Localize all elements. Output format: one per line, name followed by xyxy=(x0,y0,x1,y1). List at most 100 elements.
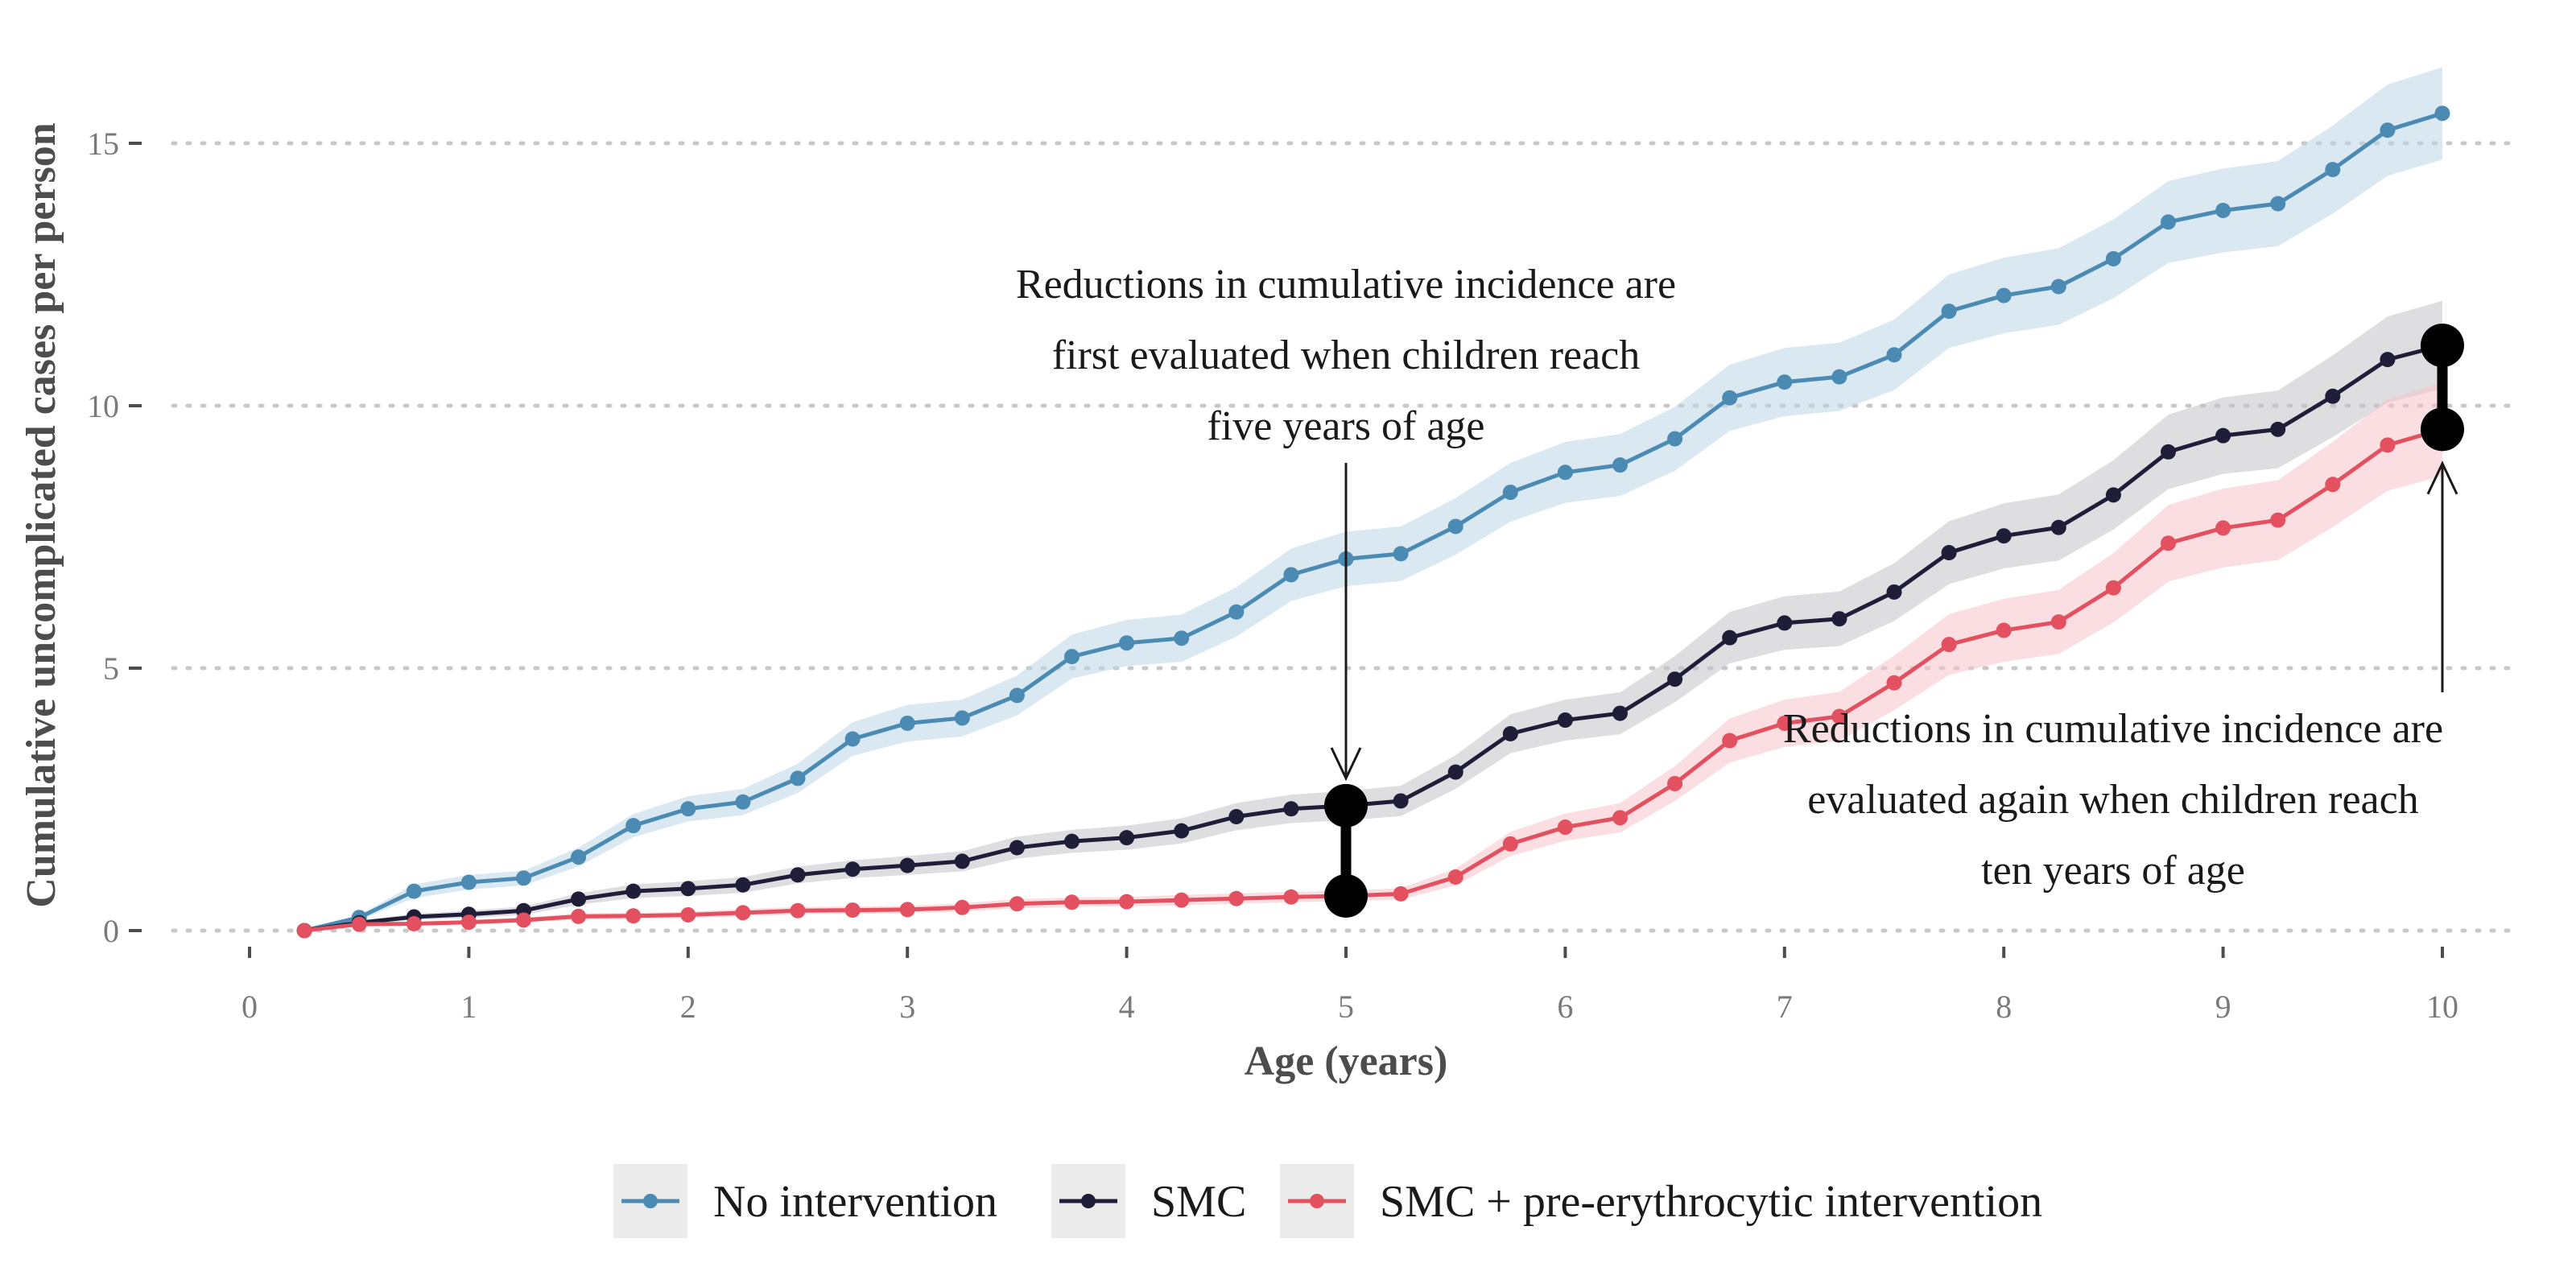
y-tick-label-5: 5 xyxy=(103,650,119,687)
series-lines xyxy=(303,111,2443,933)
point-no-intervention-24 xyxy=(1612,457,1628,473)
point-smc-pre-erythrocytic-intervention-2 xyxy=(406,916,422,932)
legend-label-smc: SMC xyxy=(1151,1177,1246,1227)
point-no-intervention-28 xyxy=(1831,369,1847,385)
point-smc-pre-erythrocytic-intervention-12 xyxy=(954,899,970,915)
point-smc-pre-erythrocytic-intervention-15 xyxy=(1119,894,1135,910)
point-smc-pre-erythrocytic-intervention-28 xyxy=(1831,708,1847,724)
legend-dot-smc xyxy=(1081,1194,1096,1208)
legend-label-smc-pre-erythrocytic: SMC + pre-erythrocytic intervention xyxy=(1380,1177,2042,1227)
x-tick-label-5: 5 xyxy=(1338,989,1354,1025)
point-no-intervention-38 xyxy=(2380,122,2396,138)
highlight-top-dot-1 xyxy=(2421,324,2464,368)
point-smc-12 xyxy=(954,853,970,869)
x-tick-label-9: 9 xyxy=(2215,989,2231,1025)
point-smc-16 xyxy=(1174,823,1190,839)
point-no-intervention-7 xyxy=(680,801,696,817)
point-no-intervention-17 xyxy=(1228,604,1245,620)
x-tick-label-4: 4 xyxy=(1119,989,1135,1025)
point-no-intervention-18 xyxy=(1283,567,1299,583)
point-smc-20 xyxy=(1393,793,1409,809)
point-no-intervention-29 xyxy=(1886,347,1902,363)
point-smc-21 xyxy=(1447,764,1463,780)
point-no-intervention-6 xyxy=(625,818,642,834)
point-smc-36 xyxy=(2270,421,2286,437)
point-smc-38 xyxy=(2380,352,2396,368)
point-smc-11 xyxy=(899,857,915,873)
point-no-intervention-27 xyxy=(1777,374,1793,390)
point-no-intervention-31 xyxy=(1996,287,2012,303)
point-smc-35 xyxy=(2215,427,2231,444)
point-no-intervention-25 xyxy=(1667,431,1683,447)
point-no-intervention-10 xyxy=(844,731,861,747)
point-smc-31 xyxy=(1996,528,2012,544)
point-no-intervention-23 xyxy=(1557,464,1573,481)
point-no-intervention-22 xyxy=(1502,485,1518,501)
point-smc-17 xyxy=(1228,809,1245,825)
x-tick-label-6: 6 xyxy=(1557,989,1573,1025)
point-smc-13 xyxy=(1009,840,1025,856)
point-smc-pre-erythrocytic-intervention-4 xyxy=(516,912,531,928)
annotations: Reductions in cumulative incidence are f… xyxy=(1016,262,2458,894)
y-tick-label-0: 0 xyxy=(103,913,119,949)
annotation-right-line-3: ten years of age xyxy=(1981,848,2245,894)
point-smc-pre-erythrocytic-intervention-5 xyxy=(571,908,587,924)
point-smc-pre-erythrocytic-intervention-0 xyxy=(296,923,312,939)
line-smc xyxy=(303,343,2443,933)
point-smc-pre-erythrocytic-intervention-32 xyxy=(2050,614,2066,630)
highlight-top-dot-0 xyxy=(1324,783,1368,828)
point-smc-27 xyxy=(1777,615,1793,631)
point-smc-pre-erythrocytic-intervention-17 xyxy=(1228,890,1245,906)
legend-label-no-intervention: No intervention xyxy=(713,1177,997,1227)
x-tick-label-2: 2 xyxy=(680,989,696,1025)
x-axis-ticks: 0 1 2 3 4 5 6 7 8 9 10 xyxy=(242,947,2458,1025)
point-no-intervention-15 xyxy=(1119,635,1135,651)
point-smc-29 xyxy=(1886,584,1902,600)
legend-dot-smc-pre-erythrocytic xyxy=(1310,1194,1324,1208)
point-no-intervention-4 xyxy=(516,870,531,886)
point-smc-37 xyxy=(2325,388,2341,404)
point-smc-pre-erythrocytic-intervention-8 xyxy=(735,905,751,921)
annotation-left-arrowhead xyxy=(1330,747,1362,782)
point-no-intervention-36 xyxy=(2270,196,2286,212)
y-axis-ticks: 0 5 10 15 xyxy=(87,126,142,949)
point-smc-pre-erythrocytic-intervention-29 xyxy=(1886,675,1902,691)
point-smc-pre-erythrocytic-intervention-35 xyxy=(2215,520,2231,536)
point-smc-9 xyxy=(790,867,806,883)
point-no-intervention-14 xyxy=(1064,649,1080,665)
point-no-intervention-2 xyxy=(406,883,422,899)
y-tick-label-15: 15 xyxy=(87,126,119,162)
band-smc-pre-erythrocytic-intervention xyxy=(304,382,2442,931)
annotation-left-line-1: Reductions in cumulative incidence are xyxy=(1016,262,1676,308)
annotation-right-arrowhead xyxy=(2426,460,2458,495)
point-smc-18 xyxy=(1283,801,1299,817)
point-no-intervention-12 xyxy=(954,710,970,726)
point-smc-pre-erythrocytic-intervention-18 xyxy=(1283,889,1299,905)
point-no-intervention-26 xyxy=(1722,390,1738,406)
point-smc-pre-erythrocytic-intervention-13 xyxy=(1009,896,1025,912)
point-no-intervention-32 xyxy=(2050,279,2066,295)
point-smc-pre-erythrocytic-intervention-34 xyxy=(2161,535,2176,551)
point-smc-pre-erythrocytic-intervention-23 xyxy=(1557,819,1573,836)
annotation-right-line-1: Reductions in cumulative incidence are xyxy=(1783,706,2443,752)
x-tick-label-0: 0 xyxy=(242,989,258,1025)
point-smc-pre-erythrocytic-intervention-1 xyxy=(351,916,367,932)
point-smc-pre-erythrocytic-intervention-14 xyxy=(1064,894,1080,910)
point-smc-pre-erythrocytic-intervention-36 xyxy=(2270,512,2286,528)
point-no-intervention-20 xyxy=(1393,546,1409,562)
point-smc-pre-erythrocytic-intervention-7 xyxy=(680,906,696,923)
point-smc-pre-erythrocytic-intervention-25 xyxy=(1667,775,1683,791)
point-smc-15 xyxy=(1119,830,1135,846)
point-smc-14 xyxy=(1064,833,1080,849)
point-no-intervention-39 xyxy=(2434,105,2450,122)
line-smc-pre-erythrocytic-intervention xyxy=(303,427,2443,933)
point-smc-23 xyxy=(1557,712,1573,729)
point-smc-pre-erythrocytic-intervention-22 xyxy=(1502,836,1518,852)
point-smc-pre-erythrocytic-intervention-10 xyxy=(844,902,861,919)
point-smc-pre-erythrocytic-intervention-20 xyxy=(1393,886,1409,902)
point-smc-pre-erythrocytic-intervention-21 xyxy=(1447,869,1463,885)
point-no-intervention-33 xyxy=(2105,250,2121,266)
point-smc-pre-erythrocytic-intervention-3 xyxy=(460,914,477,931)
